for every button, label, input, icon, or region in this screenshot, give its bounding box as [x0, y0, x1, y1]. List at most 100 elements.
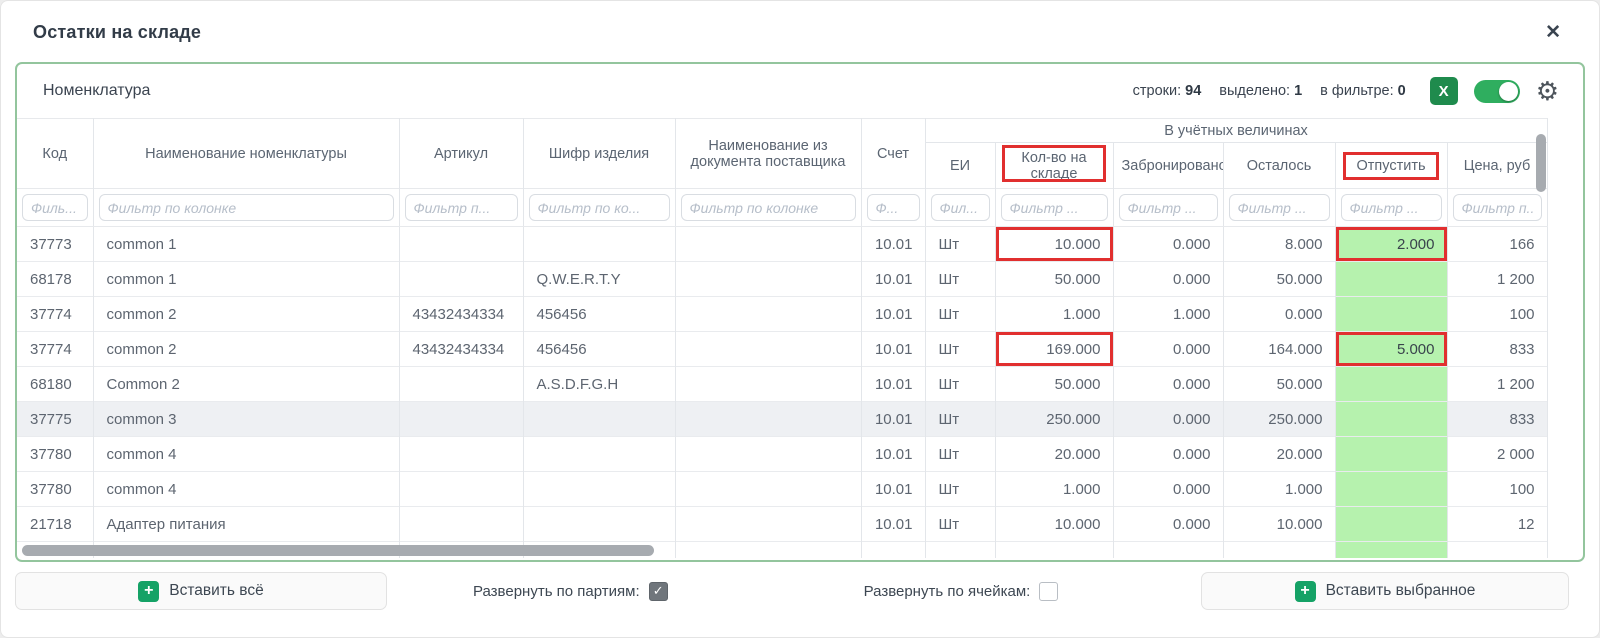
cell-unit[interactable]: Шт [925, 401, 996, 437]
filter-input-reserved[interactable] [1118, 194, 1218, 221]
cell-reserved[interactable]: 0.000 [1113, 226, 1224, 262]
cell-article[interactable] [399, 436, 524, 472]
col-price[interactable]: Цена, руб [1447, 142, 1548, 189]
table-row[interactable]: 37774 common 2 43432434334 456456 10.01 Шт 1.0… [17, 296, 1548, 332]
horizontal-scrollbar[interactable] [22, 545, 654, 556]
cell-cipher[interactable] [523, 401, 676, 437]
table-row[interactable]: 68178 common 1 Q.W.E.R.T.Y 10.01 Шт 50.000 0.0… [17, 261, 1548, 297]
cell-code[interactable]: 37774 [17, 296, 94, 332]
cell-account[interactable]: 10.01 [861, 226, 926, 262]
filter-input-price[interactable] [1452, 194, 1542, 221]
cell-article[interactable]: 43432434334 [399, 331, 524, 367]
col-left[interactable]: Осталось [1223, 142, 1336, 189]
cell-left[interactable]: 20.000 [1223, 436, 1336, 472]
insert-selected-button[interactable]: + Вставить выбранное [1201, 572, 1569, 610]
cell-unit[interactable]: Шт [925, 471, 996, 507]
cell-name[interactable]: common 2 [93, 296, 400, 332]
col-unit[interactable]: ЕИ [925, 142, 996, 189]
excel-export-icon[interactable]: X [1429, 77, 1458, 105]
col-release[interactable]: Отпустить [1335, 142, 1448, 189]
cell-left[interactable]: 8.000 [1223, 226, 1336, 262]
cell-doc_name[interactable] [675, 436, 862, 472]
cell-code[interactable]: 37774 [17, 331, 94, 367]
cell-name[interactable]: common 4 [93, 471, 400, 507]
cell-article[interactable] [399, 506, 524, 542]
cell-unit[interactable]: Шт [925, 366, 996, 402]
cell-cipher[interactable] [523, 226, 676, 262]
cell-code[interactable]: 37773 [17, 226, 94, 262]
cell-doc_name[interactable] [675, 261, 862, 297]
cell-reserved[interactable]: 1.000 [1113, 296, 1224, 332]
cell-left[interactable]: 10.000 [1223, 506, 1336, 542]
filter-input-account[interactable] [866, 194, 920, 221]
cell-release[interactable]: 5.000 [1335, 331, 1448, 367]
cell-name[interactable]: common 4 [93, 436, 400, 472]
cell-article[interactable] [399, 401, 524, 437]
col-name[interactable]: Наименование номенклатуры [93, 118, 400, 189]
cell-account[interactable]: 10.01 [861, 506, 926, 542]
col-code[interactable]: Код [17, 118, 94, 189]
cell-unit[interactable]: Шт [925, 506, 996, 542]
filter-input-code[interactable] [22, 194, 88, 221]
expand-batches-checkbox[interactable]: ✓ [648, 581, 668, 601]
table-row[interactable]: 21718 Адаптер питания 10.01 Шт 10.000 0.000 10… [17, 506, 1548, 542]
table-row[interactable]: 37780 common 4 10.01 Шт 1.000 0.000 1.000 100 [17, 471, 1548, 507]
cell-account[interactable]: 10.01 [861, 296, 926, 332]
cell-code[interactable]: 37775 [17, 401, 94, 437]
cell-name[interactable]: Common 2 [93, 366, 400, 402]
cell-price[interactable]: 1 200 [1447, 366, 1548, 402]
cell-reserved[interactable]: 0.000 [1113, 401, 1224, 437]
cell-left[interactable]: 50.000 [1223, 366, 1336, 402]
cell-release[interactable] [1335, 366, 1448, 402]
cell-qty[interactable]: 10.000 [995, 506, 1114, 542]
cell-price[interactable]: 100 [1447, 296, 1548, 332]
cell-name[interactable]: common 1 [93, 226, 400, 262]
cell-reserved[interactable]: 0.000 [1113, 506, 1224, 542]
cell-name[interactable]: common 1 [93, 261, 400, 297]
cell-unit[interactable]: Шт [925, 331, 996, 367]
cell-reserved[interactable]: 0.000 [1113, 261, 1224, 297]
filter-input-unit[interactable] [930, 194, 990, 221]
cell-doc_name[interactable] [675, 296, 862, 332]
cell-article[interactable] [399, 471, 524, 507]
cell-unit[interactable]: Шт [925, 436, 996, 472]
cell-article[interactable] [399, 366, 524, 402]
cell-left[interactable]: 50.000 [1223, 261, 1336, 297]
cell-article[interactable]: 43432434334 [399, 296, 524, 332]
cell-doc_name[interactable] [675, 226, 862, 262]
cell-left[interactable]: 0.000 [1223, 296, 1336, 332]
filter-input-left[interactable] [1228, 194, 1330, 221]
cell-code[interactable]: 68180 [17, 366, 94, 402]
cell-release[interactable] [1335, 471, 1448, 507]
cell-doc_name[interactable] [675, 366, 862, 402]
filter-input-release[interactable] [1340, 194, 1442, 221]
cell-cipher[interactable] [523, 436, 676, 472]
cell-release[interactable]: 2.000 [1335, 226, 1448, 262]
cell-code[interactable]: 37780 [17, 471, 94, 507]
cell-doc_name[interactable] [675, 401, 862, 437]
col-account[interactable]: Счет [861, 118, 926, 189]
table-row[interactable]: 37775 common 3 10.01 Шт 250.000 0.000 250.000 8… [17, 401, 1548, 437]
cell-price[interactable]: 2 000 [1447, 436, 1548, 472]
cell-release[interactable] [1335, 296, 1448, 332]
cell-account[interactable]: 10.01 [861, 401, 926, 437]
cell-account[interactable]: 10.01 [861, 471, 926, 507]
cell-article[interactable] [399, 226, 524, 262]
cell-cipher[interactable]: 456456 [523, 296, 676, 332]
cell-qty[interactable]: 1.000 [995, 296, 1114, 332]
cell-cipher[interactable]: 456456 [523, 331, 676, 367]
cell-qty[interactable]: 250.000 [995, 401, 1114, 437]
cell-price[interactable]: 833 [1447, 331, 1548, 367]
cell-reserved[interactable]: 0.000 [1113, 436, 1224, 472]
cell-reserved[interactable]: 0.000 [1113, 366, 1224, 402]
cell-cipher[interactable]: Q.W.E.R.T.Y [523, 261, 676, 297]
filter-input-doc_name[interactable] [680, 194, 856, 221]
cell-left[interactable]: 164.000 [1223, 331, 1336, 367]
cell-price[interactable]: 100 [1447, 471, 1548, 507]
cell-release[interactable] [1335, 401, 1448, 437]
filter-input-article[interactable] [404, 194, 518, 221]
cell-doc_name[interactable] [675, 471, 862, 507]
cell-name[interactable]: common 2 [93, 331, 400, 367]
cell-unit[interactable]: Шт [925, 261, 996, 297]
filter-input-name[interactable] [98, 194, 394, 221]
